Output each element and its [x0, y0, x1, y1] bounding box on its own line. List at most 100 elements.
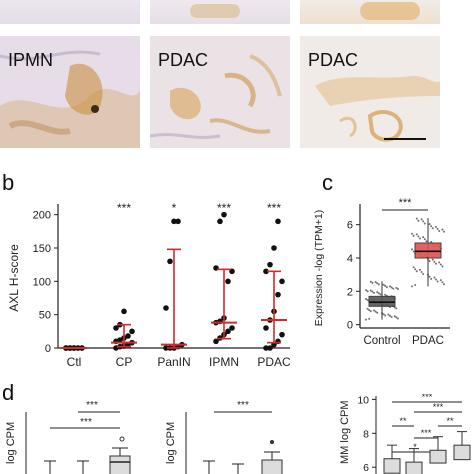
jitter-point: [395, 307, 398, 310]
panel-letter-d: d: [2, 380, 15, 405]
significance-label: ***: [433, 402, 444, 412]
jitter-point: [430, 277, 433, 280]
jitter-point: [439, 263, 442, 266]
data-point: [275, 218, 281, 225]
jitter-point: [390, 315, 393, 318]
jitter-point: [425, 240, 428, 243]
outlier-point: [119, 436, 125, 442]
jitter-point: [412, 234, 415, 237]
data-point: [263, 345, 269, 351]
jitter-point: [441, 281, 444, 284]
data-point: [175, 218, 181, 225]
jitter-point: [411, 285, 413, 288]
data-point: [225, 328, 231, 335]
jitter-point: [387, 313, 390, 316]
jitter-point: [395, 286, 398, 289]
histology-label-pdac-2: PDAC: [308, 50, 359, 70]
y-tick-label: 10: [357, 394, 369, 406]
y-axis-label: MM log CPM: [339, 400, 351, 464]
significance-label: **: [446, 416, 454, 426]
jitter-point: [423, 222, 426, 225]
jitter-point: [438, 229, 441, 232]
jitter-point: [414, 268, 417, 271]
jitter-point: [420, 218, 423, 221]
data-point: [267, 345, 273, 351]
outlier-point: [270, 440, 274, 444]
data-point: [221, 211, 227, 218]
data-point: [271, 245, 277, 251]
box: [368, 295, 396, 307]
jitter-point: [373, 309, 375, 312]
histology-label-ipmn: IPMN: [8, 50, 53, 70]
significance-label: ***: [237, 400, 249, 411]
data-point: [125, 333, 131, 339]
jitter-point: [382, 283, 385, 286]
panel-letter-b: b: [2, 170, 15, 195]
jitter-point: [419, 237, 421, 240]
jitter-point: [395, 316, 398, 319]
data-point: [121, 308, 127, 315]
data-point: [263, 268, 269, 275]
jitter-point: [368, 309, 371, 312]
histology-pdac-1-texture: [150, 36, 290, 148]
jitter-point: [384, 284, 387, 287]
data-point: [279, 331, 285, 338]
histology-top-left: [0, 0, 140, 24]
data-point: [279, 278, 285, 285]
significance-label: **: [399, 416, 407, 426]
jitter-point: [384, 293, 387, 296]
jitter-point: [414, 283, 417, 286]
jitter-point: [376, 291, 379, 294]
jitter-point: [439, 279, 442, 282]
jitter-point: [435, 225, 437, 228]
jitter-point: [397, 288, 399, 290]
jitter-point: [368, 317, 371, 320]
data-point: [163, 305, 169, 311]
histology-label-pdac-1: PDAC: [158, 50, 209, 70]
jitter-point: [374, 310, 377, 313]
y-tick-label: 4: [347, 253, 353, 265]
jitter-point: [428, 275, 431, 278]
histology-top-right: [300, 0, 440, 24]
jitter-point: [415, 233, 418, 236]
x-tick-label: PDAC: [257, 355, 291, 369]
x-tick-label: Control: [363, 335, 400, 347]
y-axis-label: Expression -log (TPM+1): [313, 210, 325, 326]
x-tick-label: PDAC: [412, 335, 444, 347]
y-tick-label: 150: [33, 243, 51, 255]
x-tick-label: PanIN: [157, 355, 190, 369]
jitter-point: [366, 307, 369, 310]
significance-label: *: [172, 201, 177, 215]
histology-ipmn: IPMN: [0, 36, 140, 148]
jitter-point: [430, 225, 433, 228]
y-tick-label: 0: [347, 320, 353, 332]
jitter-point: [382, 313, 385, 316]
box: [453, 444, 471, 461]
jitter-point: [436, 227, 439, 230]
y-tick-label: 0: [45, 343, 51, 355]
jitter-point: [389, 314, 391, 317]
y-tick-label: 6: [347, 220, 353, 232]
jitter-point: [377, 292, 380, 295]
jitter-point: [397, 317, 399, 320]
jitter-point: [422, 273, 425, 276]
jitter-point: [417, 235, 420, 238]
significance-label: ***: [86, 400, 98, 411]
jitter-point: [365, 318, 367, 321]
jitter-point: [369, 310, 372, 313]
jitter-point: [422, 220, 425, 223]
y-axis-label: AXL H-score: [7, 244, 21, 312]
data-point: [213, 338, 219, 345]
significance-label: ***: [422, 394, 433, 402]
jitter-point: [411, 232, 413, 235]
jitter-point: [423, 238, 426, 241]
jitter-point: [379, 293, 382, 296]
box: [414, 242, 442, 259]
jitter-point: [428, 223, 431, 226]
jitter-point: [393, 315, 396, 318]
jitter-point: [422, 236, 425, 239]
data-point: [167, 258, 173, 265]
jitter-point: [377, 283, 380, 286]
jitter-point: [385, 286, 388, 289]
jitter-point: [412, 250, 415, 253]
